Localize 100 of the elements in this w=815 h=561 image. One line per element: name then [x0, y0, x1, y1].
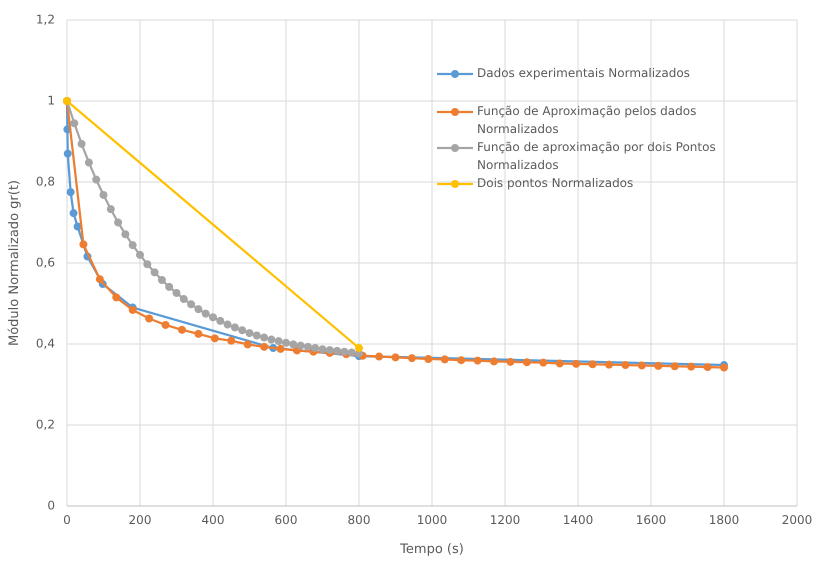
point	[318, 345, 326, 354]
point	[210, 334, 219, 342]
point	[424, 354, 432, 363]
point	[227, 336, 236, 345]
point	[355, 344, 363, 352]
x-tick-label: 1600	[636, 513, 666, 527]
point	[106, 205, 115, 214]
point	[70, 119, 78, 128]
point	[621, 361, 630, 370]
point	[588, 360, 597, 368]
point	[187, 300, 196, 308]
point	[296, 342, 305, 350]
legend-label: Função de aproximação por dois Pontos Normalizados	[477, 140, 716, 172]
legend-label: Função de Aproximação pelos dados Normalizados	[477, 104, 696, 136]
x-tick-label: 1400	[562, 513, 594, 527]
legend-label: Dois pontos Normalizados	[477, 176, 634, 190]
point	[522, 358, 531, 366]
point	[506, 358, 514, 366]
x-tick-label: 1800	[708, 513, 740, 527]
point	[274, 337, 283, 346]
point	[202, 310, 210, 318]
point	[216, 316, 224, 325]
point	[289, 340, 298, 348]
point	[158, 276, 166, 284]
point	[474, 356, 482, 365]
point	[490, 357, 498, 366]
x-tick-label: 200	[128, 513, 152, 527]
point	[572, 360, 580, 368]
x-axis-title: Tempo (s)	[399, 542, 464, 557]
point	[224, 320, 232, 329]
y-tick-label: 0	[47, 498, 55, 512]
x-tick-label: 0	[63, 513, 71, 527]
point	[180, 295, 188, 304]
y-tick-label: 1,2	[36, 12, 55, 26]
point	[260, 334, 268, 342]
y-tick-label: 0,6	[36, 255, 55, 270]
point	[440, 355, 449, 364]
point	[92, 176, 100, 184]
point	[457, 356, 466, 364]
point	[260, 342, 268, 351]
point	[64, 150, 72, 158]
point	[605, 360, 614, 369]
point	[638, 361, 646, 370]
point	[348, 348, 356, 357]
point	[704, 363, 712, 372]
point	[252, 331, 261, 340]
point	[244, 340, 252, 348]
point	[326, 346, 334, 354]
point	[145, 314, 154, 322]
y-tick-label: 0,4	[36, 336, 55, 350]
point	[128, 241, 137, 250]
x-tick-label: 1000	[416, 513, 448, 527]
point	[194, 305, 202, 314]
point	[238, 326, 246, 334]
point	[282, 338, 290, 347]
point	[246, 329, 254, 338]
point	[333, 346, 342, 355]
point	[267, 336, 276, 344]
x-tick-label: 400	[202, 513, 224, 527]
point	[121, 230, 130, 238]
point	[539, 358, 548, 367]
point	[66, 188, 75, 196]
point	[304, 342, 312, 351]
point	[556, 359, 564, 368]
point	[311, 344, 320, 352]
point	[375, 352, 384, 361]
point	[408, 354, 416, 362]
point	[670, 362, 679, 370]
point	[687, 362, 696, 371]
x-tick-label: 2000	[782, 513, 812, 527]
x-tick-label: 1200	[490, 513, 520, 527]
point	[165, 282, 174, 291]
point	[162, 320, 170, 329]
point	[209, 313, 217, 322]
point	[79, 240, 88, 248]
point	[150, 268, 159, 276]
point	[143, 260, 152, 268]
point	[340, 348, 348, 356]
point	[194, 330, 202, 338]
point	[172, 288, 180, 297]
point	[114, 218, 122, 226]
point	[96, 275, 104, 284]
point	[100, 190, 108, 199]
point	[230, 323, 239, 332]
y-tick-label: 0,2	[36, 417, 55, 432]
x-tick-label: 600	[274, 513, 298, 527]
y-axis-title: Módulo Normalizado gr(t)	[7, 180, 22, 346]
point	[178, 326, 186, 334]
point	[392, 353, 400, 362]
point	[78, 140, 86, 148]
point	[84, 158, 93, 167]
point	[70, 209, 78, 218]
legend-label: Dados experimentais Normalizados	[477, 66, 690, 80]
y-tick-label: 0,8	[36, 174, 55, 188]
point	[654, 362, 662, 370]
point	[276, 344, 285, 353]
point	[136, 250, 144, 259]
point	[112, 293, 120, 302]
x-tick-label: 800	[348, 513, 370, 527]
y-tick-label: 1	[47, 93, 55, 108]
